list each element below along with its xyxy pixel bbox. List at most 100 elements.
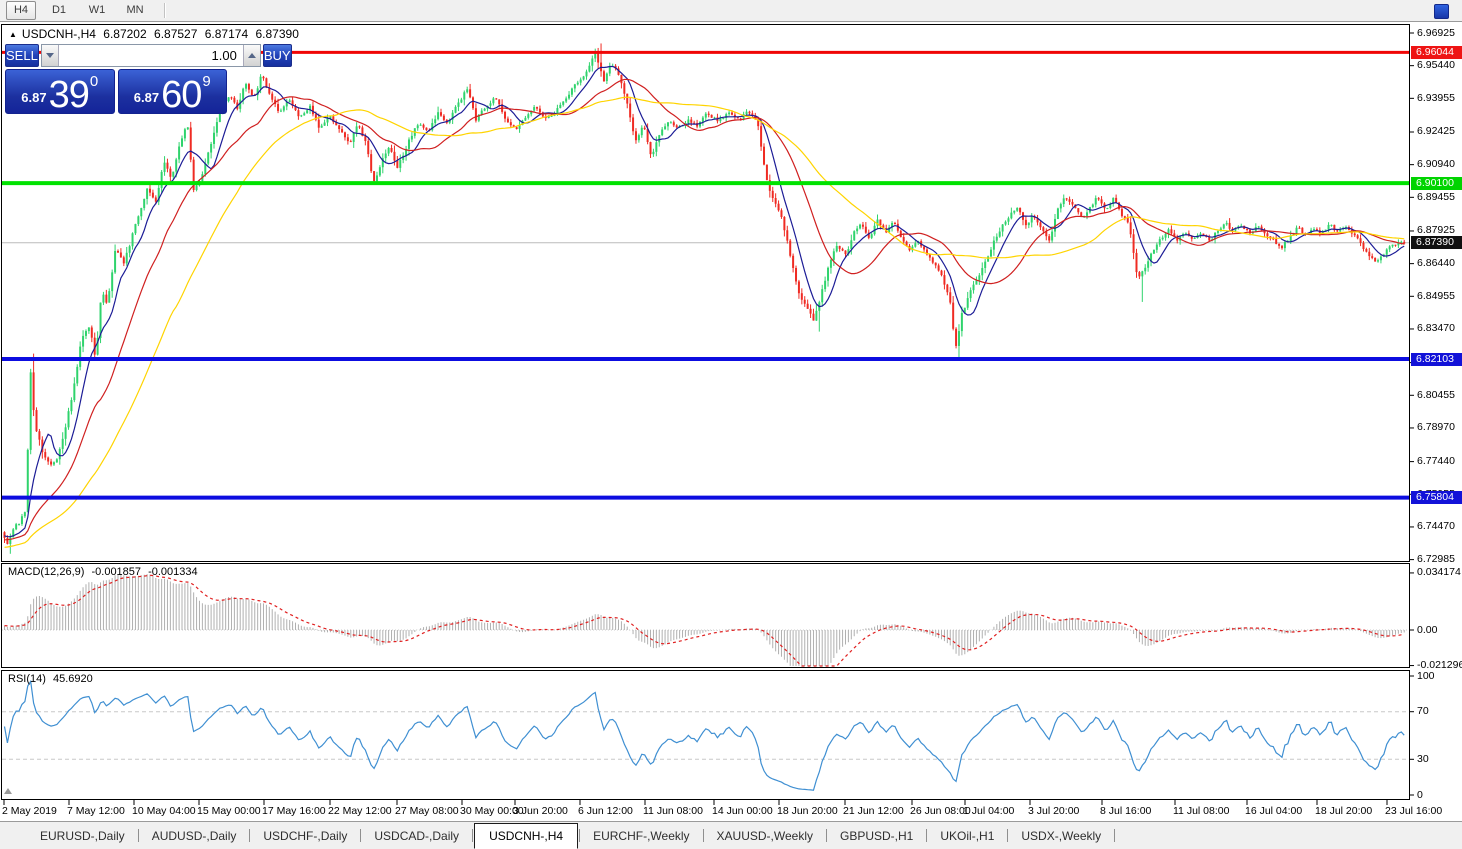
tab-separator [702, 829, 704, 842]
tab-separator [1007, 829, 1009, 842]
timeframe-button-d1[interactable]: D1 [51, 4, 67, 16]
tab-gbpusd-h1[interactable]: GBPUSD-,H1 [840, 828, 914, 843]
collapse-marker-icon: ▲ [9, 30, 17, 39]
timeframe-button-mn[interactable]: MN [126, 4, 144, 16]
date-axis-label: 22 May 12:00 [328, 805, 392, 817]
panel-resize-grip[interactable] [4, 788, 12, 794]
chart-window-icon[interactable] [1434, 4, 1449, 19]
date-axis-label: 1 Jul 04:00 [963, 805, 1015, 817]
tab-ukoil-h1[interactable]: UKOil-,H1 [940, 828, 995, 843]
sell-price-prefix: 6.87 [21, 90, 47, 105]
rsi-label: RSI(14) 45.6920 [8, 673, 97, 685]
sell-price-point: 0 [89, 73, 99, 90]
tab-separator [1114, 829, 1116, 842]
tab-audusd-daily[interactable]: AUDUSD-,Daily [151, 828, 237, 843]
volume-input[interactable] [58, 45, 243, 66]
ohlc-low: 6.87174 [204, 27, 249, 41]
tab-usdchf-daily[interactable]: USDCHF-,Daily [263, 828, 348, 843]
date-axis-label: 2 May 2019 [2, 805, 57, 817]
date-axis-label: 21 Jun 12:00 [843, 805, 904, 817]
rsi-axis-label: 100 [1417, 669, 1435, 682]
chart-symbol-period: USDCNH-,H4 [21, 27, 96, 41]
rsi-value: 45.6920 [52, 673, 93, 685]
date-axis-label: 27 May 08:00 [395, 805, 459, 817]
macd-axis-label: -0.021296 [1417, 659, 1462, 672]
chevron-up-icon [247, 53, 256, 58]
price-axis-label: 6.86440 [1417, 257, 1455, 270]
macd-label: MACD(12,26,9) -0.001857 -0.001334 [8, 566, 202, 578]
date-axis-label: 15 May 00:00 [197, 805, 261, 817]
price-axis-label: 6.96925 [1417, 26, 1455, 39]
tab-separator [137, 829, 139, 842]
date-axis-label: 6 Jun 12:00 [578, 805, 633, 817]
chart-tab-bar: EURUSD-,Daily AUDUSD-,Daily USDCHF-,Daily U… [0, 821, 1462, 849]
toolbar-separator [164, 3, 166, 18]
tab-eurusd-daily[interactable]: EURUSD-,Daily [40, 828, 125, 843]
date-axis-label: 17 May 16:00 [262, 805, 326, 817]
tab-eurchf-weekly[interactable]: EURCHF-,Weekly [593, 828, 690, 843]
macd-axis-label: 0.00 [1417, 623, 1438, 636]
date-axis-label: 18 Jun 20:00 [777, 805, 838, 817]
tab-separator [579, 829, 581, 842]
price-marker-6-75804: 6.75804 [1411, 491, 1462, 505]
price-marker-6-87390: 6.87390 [1411, 236, 1462, 250]
date-axis-label: 16 Jul 04:00 [1245, 805, 1303, 817]
date-axis-label: 23 Jul 16:00 [1385, 805, 1443, 817]
price-marker-6-82103: 6.82103 [1411, 352, 1462, 366]
date-axis-label: 8 Jul 16:00 [1100, 805, 1152, 817]
price-axis-label: 6.80455 [1417, 388, 1455, 401]
price-marker-6-96044: 6.96044 [1411, 45, 1462, 59]
price-axis-label: 6.95440 [1417, 59, 1455, 72]
timeframe-buttons: H4 D1 W1 MN [6, 1, 158, 20]
tab-separator [249, 829, 251, 842]
timeframe-button-w1[interactable]: W1 [88, 4, 106, 16]
timeframe-button-h4[interactable]: H4 [6, 1, 36, 20]
price-axis-label: 6.72985 [1417, 553, 1455, 566]
price-axis-label: 6.84955 [1417, 289, 1455, 302]
tab-usdcad-daily[interactable]: USDCAD-,Daily [374, 828, 460, 843]
price-axis-label: 6.78970 [1417, 421, 1455, 434]
sell-button[interactable]: SELL [5, 44, 39, 67]
date-axis-label: 18 Jul 20:00 [1315, 805, 1373, 817]
price-axis-label: 6.90940 [1417, 158, 1455, 171]
price-axis-label: 6.92425 [1417, 125, 1455, 138]
chart-title: ▲ USDCNH-,H4 6.87202 6.87527 6.87174 6.87… [9, 27, 303, 41]
date-axis-label: 7 May 12:00 [67, 805, 125, 817]
price-axis-label: 6.77440 [1417, 455, 1455, 468]
price-marker-6-90100: 6.90100 [1411, 176, 1462, 190]
volume-increase-button[interactable] [242, 45, 260, 66]
macd-value-signal: -0.001334 [148, 566, 198, 578]
sell-price-tile[interactable]: 6.87 39 0 [5, 69, 115, 114]
buy-price-pips: 60 [161, 74, 202, 116]
date-axis-label: 3 Jun 20:00 [513, 805, 568, 817]
date-axis-label: 14 Jun 00:00 [712, 805, 773, 817]
date-axis-label: 3 Jul 20:00 [1028, 805, 1080, 817]
timeframe-toolbar: H4 D1 W1 MN [0, 0, 1462, 22]
price-axis-label: 6.74470 [1417, 520, 1455, 533]
date-axis-label: 30 May 00:00 [460, 805, 524, 817]
buy-button[interactable]: BUY [262, 44, 292, 67]
buy-price-prefix: 6.87 [133, 90, 160, 105]
tab-usdcnh-h4[interactable]: USDCNH-,H4 [474, 822, 579, 849]
macd-indicator-plot[interactable] [1, 563, 1410, 668]
date-axis-label: 10 May 04:00 [132, 805, 196, 817]
price-axis-label: 6.93955 [1417, 91, 1455, 104]
macd-value-main: -0.001857 [91, 566, 142, 578]
buy-price-tile[interactable]: 6.87 60 9 [117, 69, 227, 116]
chevron-down-icon [45, 53, 54, 58]
volume-control [40, 44, 261, 67]
volume-decrease-button[interactable] [41, 45, 59, 66]
rsi-indicator-plot[interactable] [1, 670, 1410, 800]
sell-price-pips: 39 [48, 74, 90, 116]
date-axis-label: 11 Jul 08:00 [1173, 805, 1230, 817]
macd-axis-label: 0.034174 [1417, 566, 1461, 579]
tab-xauusd-weekly[interactable]: XAUUSD-,Weekly [716, 828, 813, 843]
tab-separator [472, 829, 474, 842]
date-axis-label: 11 Jun 08:00 [643, 805, 703, 817]
date-axis-label: 26 Jun 08:00 [910, 805, 971, 817]
price-axis-label: 6.89455 [1417, 190, 1455, 203]
tab-usdx-weekly[interactable]: USDX-,Weekly [1021, 828, 1102, 843]
tab-separator [826, 829, 827, 842]
rsi-axis-label: 0 [1417, 788, 1423, 801]
